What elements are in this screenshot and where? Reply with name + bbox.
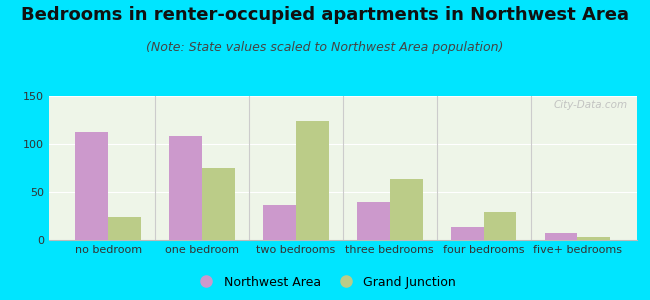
Bar — [357, 202, 390, 240]
Text: Bedrooms in renter-occupied apartments in Northwest Area: Bedrooms in renter-occupied apartments i… — [21, 6, 629, 24]
Bar — [263, 206, 296, 240]
Bar — [390, 178, 422, 240]
Bar — [202, 168, 235, 240]
Bar — [450, 226, 484, 240]
Legend: Northwest Area, Grand Junction: Northwest Area, Grand Junction — [188, 271, 462, 294]
Text: City-Data.com: City-Data.com — [554, 100, 628, 110]
Bar — [169, 136, 202, 240]
Bar — [484, 212, 517, 240]
Bar — [75, 131, 109, 240]
Bar — [109, 217, 141, 240]
Bar — [577, 237, 610, 240]
Bar — [296, 121, 329, 240]
Bar — [545, 233, 577, 240]
Text: (Note: State values scaled to Northwest Area population): (Note: State values scaled to Northwest … — [146, 40, 504, 53]
